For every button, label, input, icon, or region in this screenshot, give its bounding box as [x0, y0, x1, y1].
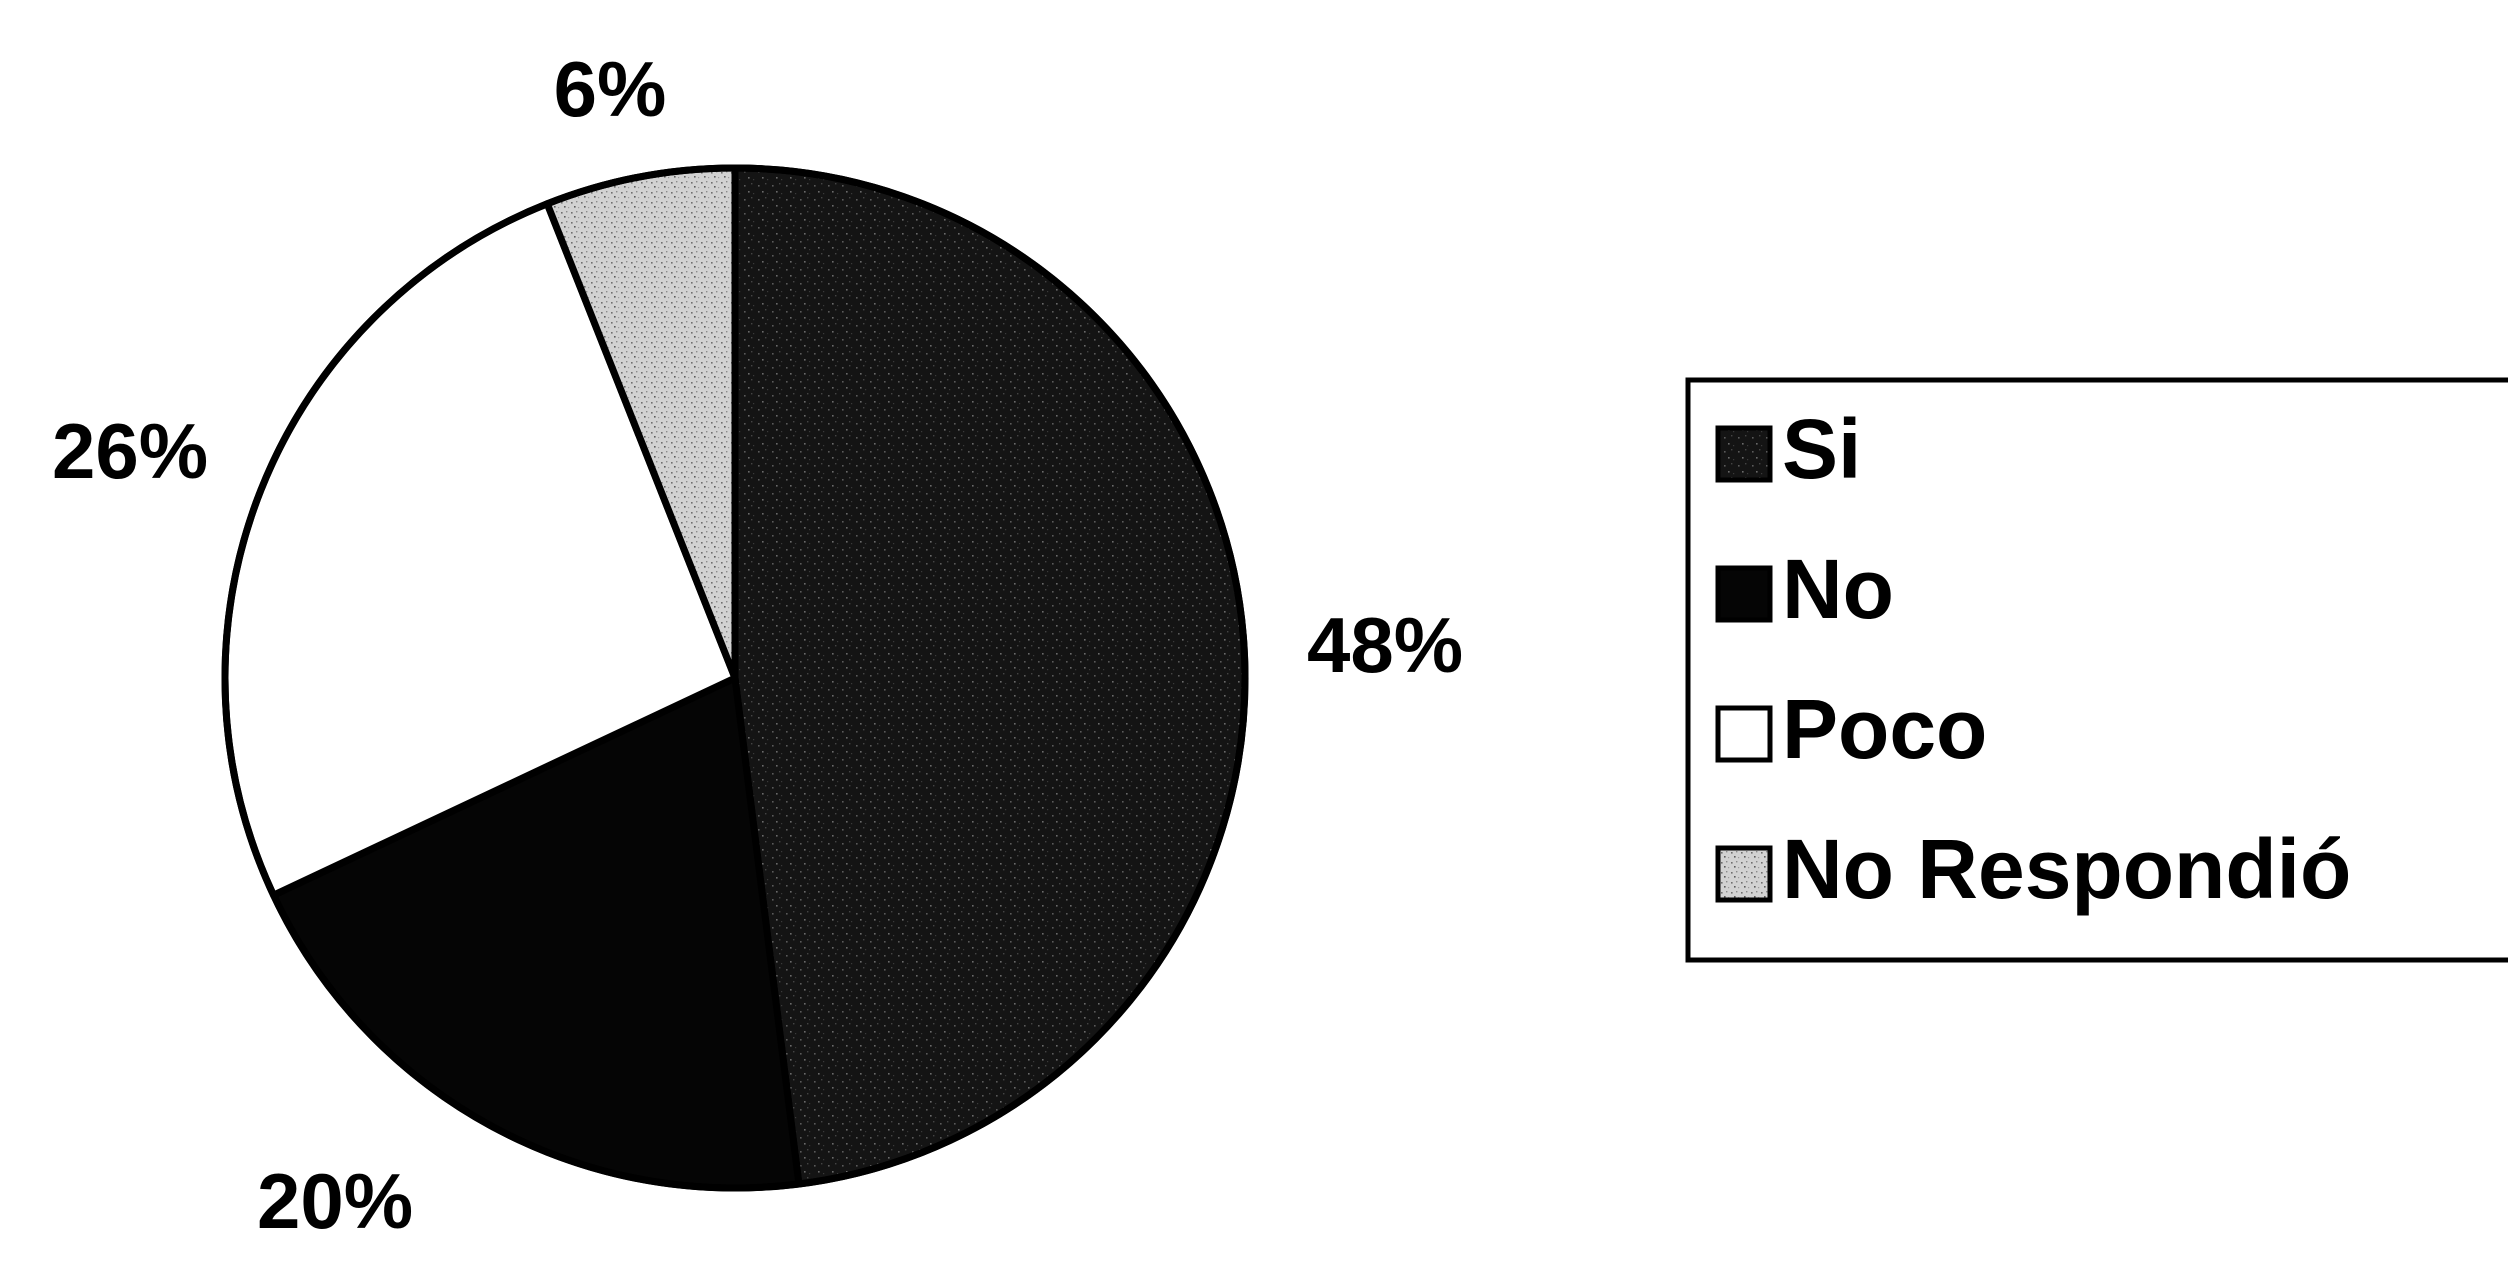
data-label-no-respondio: 6% [554, 45, 667, 133]
legend-item-no: No [1715, 542, 1894, 636]
legend-item-no-respondio: No Respondió [1715, 822, 2351, 916]
pie-outline [221, 164, 1249, 1192]
chart-legend: Si No Poco No Respondió [1685, 377, 2508, 963]
legend-swatch-poco [1715, 705, 1773, 763]
legend-item-si: Si [1715, 402, 1861, 496]
pie-slices [221, 164, 1249, 1192]
legend-swatch-si [1715, 425, 1773, 483]
legend-swatch-no-respondio [1715, 845, 1773, 903]
data-label-si: 48% [1307, 601, 1463, 689]
legend-item-poco: Poco [1715, 682, 1987, 776]
legend-label-no-respondio: No Respondió [1782, 822, 2351, 916]
legend-label-si: Si [1782, 402, 1861, 496]
legend-items: Si No Poco No Respondió [1715, 402, 2351, 916]
data-label-no: 20% [257, 1157, 413, 1245]
pie-data-labels: 48% 20% 26% 6% [52, 45, 1463, 1245]
legend-label-poco: Poco [1782, 682, 1987, 776]
legend-swatch-no [1715, 565, 1773, 623]
data-label-poco: 26% [52, 407, 208, 495]
legend-label-no: No [1782, 542, 1894, 636]
pie-slice-si [731, 164, 1249, 1188]
legend-frame [1685, 377, 2508, 963]
